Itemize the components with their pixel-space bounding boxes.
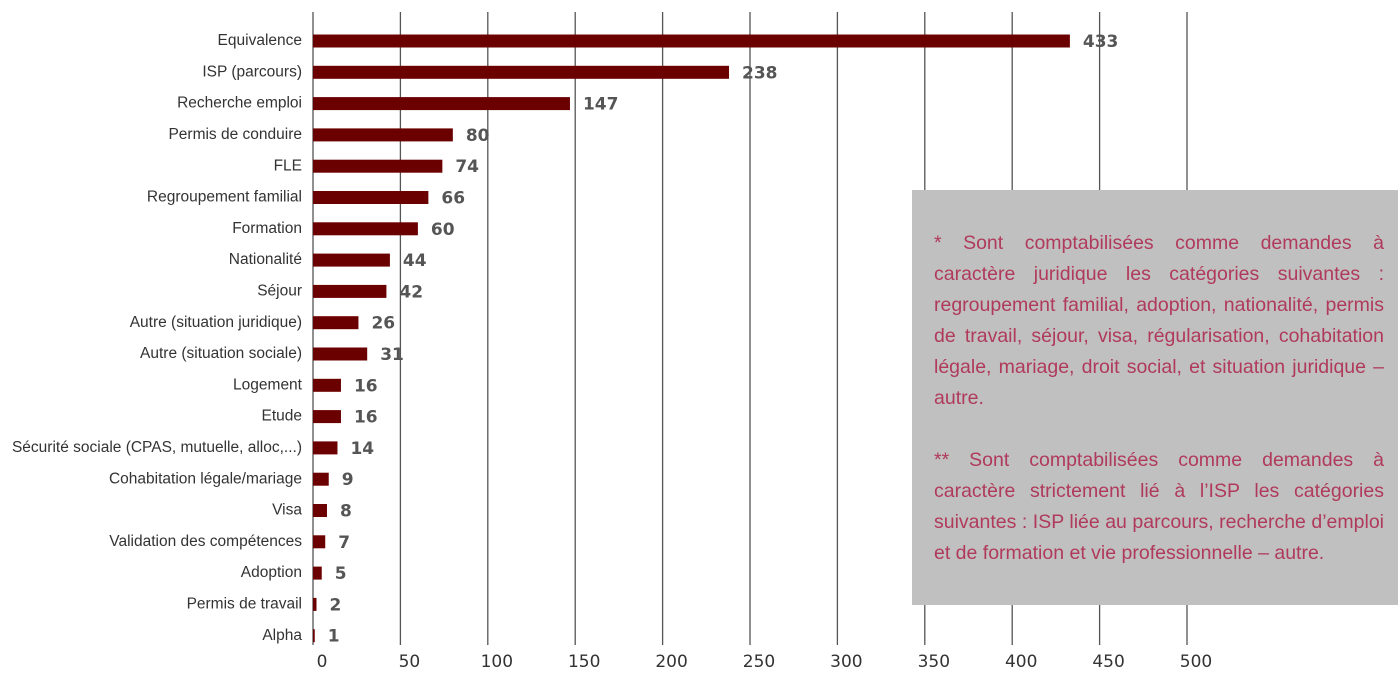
x-tick-label: 400 bbox=[1005, 652, 1037, 672]
bar bbox=[313, 597, 317, 611]
y-tick-label: ISP (parcours) bbox=[202, 63, 302, 80]
value-label: 8 bbox=[340, 502, 352, 522]
y-tick-label: Formation bbox=[232, 220, 302, 237]
annotation: ** Sont comptabilisées comme demandes à … bbox=[934, 449, 1384, 564]
y-tick-label: Permis de travail bbox=[187, 595, 302, 612]
y-tick-label: Logement bbox=[233, 376, 303, 393]
x-tick-label: 500 bbox=[1180, 652, 1212, 672]
value-label: 31 bbox=[380, 345, 404, 365]
y-tick-label: Recherche emploi bbox=[177, 95, 302, 112]
bar bbox=[313, 253, 390, 267]
value-label: 80 bbox=[466, 126, 490, 146]
bar bbox=[313, 128, 453, 142]
bar bbox=[313, 378, 341, 392]
x-tick-label: 50 bbox=[399, 652, 421, 672]
y-tick-label: Autre (situation juridique) bbox=[130, 314, 302, 331]
value-label: 238 bbox=[742, 63, 778, 83]
x-tick-label: 0 bbox=[317, 652, 328, 672]
bar bbox=[313, 222, 418, 236]
bar bbox=[313, 347, 368, 361]
value-label: 16 bbox=[354, 408, 378, 428]
annotation: * Sont comptabilisées comme demandes à c… bbox=[934, 232, 1384, 409]
value-label: 44 bbox=[403, 251, 427, 271]
bar bbox=[313, 629, 315, 643]
y-tick-label: Adoption bbox=[241, 564, 302, 581]
y-tick-label: Séjour bbox=[257, 282, 302, 299]
value-label: 433 bbox=[1083, 32, 1119, 52]
bar bbox=[313, 284, 387, 298]
y-tick-label: Permis de conduire bbox=[168, 126, 302, 143]
value-label: 147 bbox=[583, 95, 619, 115]
value-label: 26 bbox=[371, 314, 395, 334]
bar bbox=[313, 191, 429, 204]
bar bbox=[313, 159, 443, 173]
value-label: 7 bbox=[338, 533, 350, 553]
y-tick-label: Regroupement familial bbox=[147, 189, 302, 206]
bar bbox=[313, 472, 329, 486]
bar bbox=[313, 441, 338, 455]
bar bbox=[313, 34, 1070, 48]
value-label: 74 bbox=[455, 157, 479, 177]
y-tick-label: Autre (situation sociale) bbox=[140, 345, 302, 362]
value-label: 14 bbox=[350, 439, 374, 459]
bar bbox=[313, 316, 359, 330]
x-tick-label: 350 bbox=[918, 652, 950, 672]
y-tick-label: FLE bbox=[274, 157, 302, 174]
x-tick-label: 450 bbox=[1092, 652, 1124, 672]
y-tick-label: Alpha bbox=[262, 627, 302, 644]
value-label: 66 bbox=[441, 189, 465, 209]
annotation-box: * Sont comptabilisées comme demandes à c… bbox=[912, 190, 1398, 605]
y-tick-label: Etude bbox=[261, 408, 302, 425]
x-tick-label: 300 bbox=[830, 652, 862, 672]
bar bbox=[313, 504, 327, 517]
bar bbox=[313, 566, 322, 580]
bar bbox=[313, 97, 570, 111]
y-tick-label: Equivalence bbox=[218, 32, 302, 49]
y-tick-label: Validation des compétences bbox=[109, 533, 302, 550]
value-label: 5 bbox=[335, 564, 347, 584]
value-label: 9 bbox=[342, 470, 354, 490]
value-label: 1 bbox=[328, 627, 340, 647]
bar bbox=[313, 410, 341, 424]
x-tick-label: 100 bbox=[481, 652, 513, 672]
x-tick-label: 250 bbox=[743, 652, 775, 672]
value-label: 42 bbox=[399, 282, 423, 302]
y-tick-label: Visa bbox=[272, 502, 302, 519]
bar bbox=[313, 535, 326, 549]
y-tick-label: Cohabitation légale/mariage bbox=[109, 470, 302, 487]
bar bbox=[313, 65, 730, 79]
value-label: 16 bbox=[354, 376, 378, 396]
x-tick-label: 150 bbox=[568, 652, 600, 672]
y-tick-label: Sécurité sociale (CPAS, mutuelle, alloc,… bbox=[12, 439, 302, 456]
value-label: 2 bbox=[329, 595, 341, 615]
value-label: 60 bbox=[431, 220, 455, 240]
y-tick-label: Nationalité bbox=[229, 251, 302, 268]
x-tick-label: 200 bbox=[655, 652, 687, 672]
